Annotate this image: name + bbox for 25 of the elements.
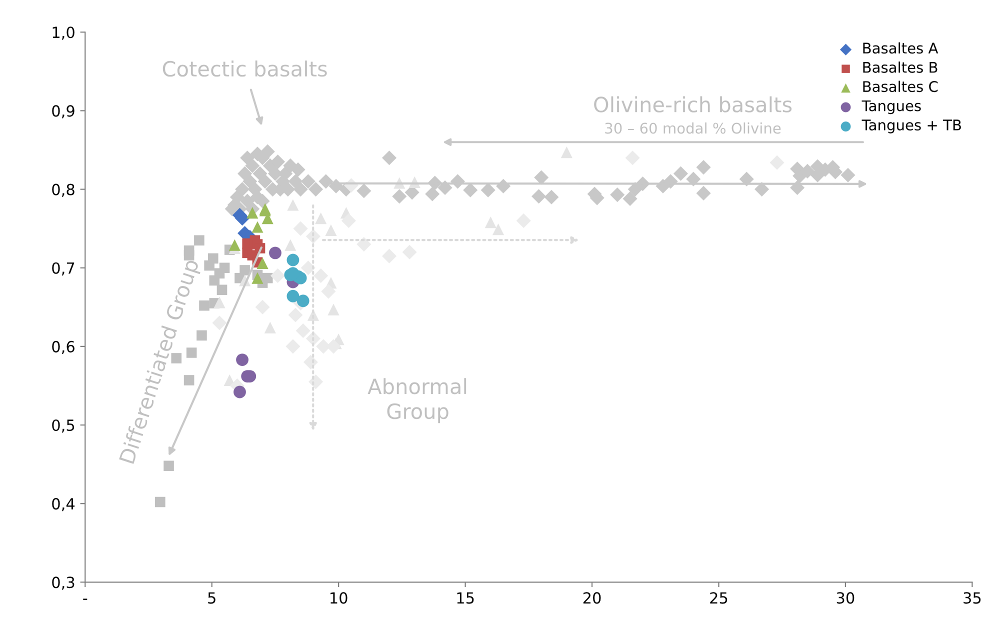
y-tick-label: 0,7 (52, 262, 74, 276)
y-tick-label: 0,4 (52, 498, 75, 512)
legend-label: Tangues (862, 100, 921, 114)
x-tick-label: 15 (457, 592, 474, 604)
y-tick-label: 0,3 (52, 576, 74, 590)
y-tick-label: 0,9 (52, 105, 74, 118)
x-tick-label: 30 (836, 592, 854, 604)
annotation: 30 – 60 modal % Olivine (605, 122, 781, 134)
y-tick-label: 0,5 (52, 419, 74, 433)
x-tick-label: - (83, 598, 88, 600)
y-tick-label: 1,0 (52, 26, 74, 40)
legend-label: Basaltes A (863, 42, 938, 54)
y-tick-label: 0,6 (52, 340, 74, 354)
annotation: Cotectic basalts (162, 60, 327, 77)
y-tick-label: 0,8 (52, 184, 74, 197)
x-tick-label: 25 (710, 592, 728, 604)
annotation: Olivine-rich basalts (594, 96, 792, 112)
legend-label: Basaltes B (863, 62, 938, 73)
x-tick-label: 10 (330, 592, 348, 604)
legend-label: Basaltes C (863, 80, 938, 92)
x-tick-label: 5 (208, 592, 216, 604)
x-tick-label: 35 (964, 592, 981, 604)
x-tick-label: 20 (583, 592, 601, 604)
annotation: Abnormal Group (368, 378, 466, 424)
legend-label: Tangues + TB (862, 120, 961, 134)
